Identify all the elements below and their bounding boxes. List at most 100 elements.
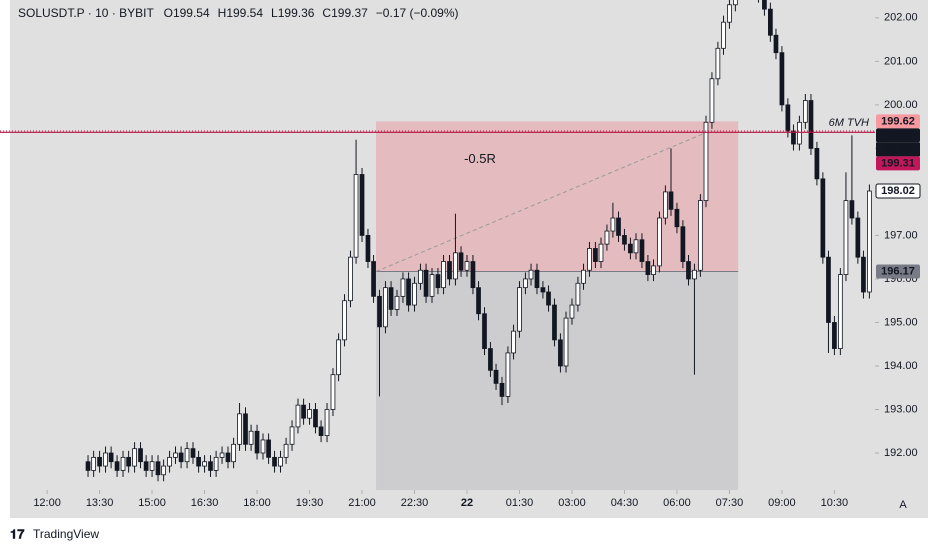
position-target-zone <box>376 271 739 490</box>
x-tick-label: 07:30 <box>716 497 744 509</box>
candle-body <box>278 456 283 467</box>
scale-mode-button[interactable]: A <box>899 499 907 511</box>
candle-body <box>849 200 855 219</box>
y-tick-label: 192.00 <box>884 447 918 459</box>
candle-body <box>476 287 481 315</box>
ohlc-value: 199.37 <box>331 6 368 20</box>
candle-body <box>458 252 464 271</box>
candle-body <box>138 448 143 463</box>
candle-body <box>558 339 563 367</box>
x-tick-label: 19:30 <box>296 497 324 509</box>
candle-body <box>161 465 166 476</box>
svg-text:𝟏𝟕: 𝟏𝟕 <box>10 526 25 541</box>
candle-body <box>837 274 843 349</box>
candle-body <box>330 374 336 410</box>
candle-body <box>213 456 219 471</box>
candle-body <box>225 452 231 463</box>
candle-body <box>400 278 406 297</box>
candle-body <box>861 256 866 293</box>
candle-body <box>762 0 767 10</box>
candle-body <box>663 191 668 219</box>
countdown-label: 09:57 <box>884 143 912 155</box>
candle-body <box>103 452 108 467</box>
candle-body <box>698 200 703 271</box>
candle-body <box>779 52 785 106</box>
candle-body <box>353 174 359 258</box>
candle-body <box>593 248 598 262</box>
x-tick-label: 03:00 <box>558 497 586 509</box>
candle-body <box>464 261 470 271</box>
candle-body <box>155 461 161 476</box>
candle-body <box>657 217 662 267</box>
candle-body <box>733 0 738 6</box>
y-tick-label: 194.00 <box>884 360 918 372</box>
candle-body <box>610 217 616 232</box>
candle-body <box>243 413 248 445</box>
candle-body <box>680 226 686 262</box>
candle-body <box>493 369 499 384</box>
candle-body <box>855 217 861 258</box>
candle-body <box>785 104 791 132</box>
symbol-title: SOLUSDT.P · 10 · BYBIT <box>18 6 154 20</box>
candle-body <box>563 317 569 367</box>
candle-body <box>132 448 137 467</box>
candle-body <box>808 100 814 149</box>
candle-body <box>768 8 773 36</box>
candle-body <box>511 330 516 354</box>
candle-body <box>727 4 732 23</box>
candle-body <box>272 456 277 467</box>
ohlc-label: H <box>218 6 227 20</box>
candle-body <box>645 261 651 275</box>
candle-body <box>587 248 592 271</box>
symbol-header: SOLUSDT.P · 10 · BYBIT O199.54 H199.54 L199… <box>18 6 459 20</box>
candle-body <box>534 269 540 289</box>
price-badge <box>876 264 920 279</box>
candle-body <box>441 261 446 289</box>
candle-body <box>505 352 511 397</box>
candle-body <box>108 452 114 463</box>
candle-body <box>254 430 260 454</box>
candle-body <box>517 287 522 332</box>
candle-body <box>832 322 837 349</box>
candle-body <box>791 130 796 145</box>
candle-body <box>348 256 353 302</box>
countdown-badge <box>876 142 920 157</box>
candle-body <box>546 291 551 306</box>
candle-body <box>633 239 639 254</box>
candle-body <box>114 461 120 471</box>
candle-body <box>715 47 721 80</box>
candle-body <box>184 448 190 463</box>
position-label: -0.5R <box>464 151 496 166</box>
plot-area <box>85 0 872 490</box>
y-tick-label: 195.00 <box>884 316 918 328</box>
x-tick-label: 01:30 <box>506 497 534 509</box>
candle-body <box>482 313 487 349</box>
candle-body <box>435 274 441 289</box>
candle-body <box>826 256 831 323</box>
price-badge-label: 199.62 <box>881 115 915 127</box>
x-tick-label: 22:30 <box>401 497 429 509</box>
candle-body <box>266 439 271 458</box>
candle-body <box>709 78 715 123</box>
candle-body <box>406 278 411 306</box>
candle-body <box>569 304 575 319</box>
price-badge-label: 198.02 <box>881 185 915 197</box>
y-tick-label: 200.00 <box>884 99 918 111</box>
candle-body <box>470 261 476 289</box>
ohlc-value: 199.54 <box>226 6 263 20</box>
candle-body <box>453 252 458 280</box>
candle-body <box>143 461 149 471</box>
ohlc-value: 199.36 <box>278 6 315 20</box>
price-badge-label: 199.37 <box>881 129 915 141</box>
x-tick-label: 12:00 <box>33 497 61 509</box>
position-trail <box>375 130 711 273</box>
candle-body <box>202 461 207 467</box>
candle-body <box>313 409 318 428</box>
candle-body <box>97 456 102 467</box>
chart-background <box>10 0 928 518</box>
candle-body <box>616 217 621 236</box>
x-tick-label: 13:30 <box>86 497 114 509</box>
y-tick-label: 197.00 <box>884 229 918 241</box>
candle-body <box>301 404 306 419</box>
